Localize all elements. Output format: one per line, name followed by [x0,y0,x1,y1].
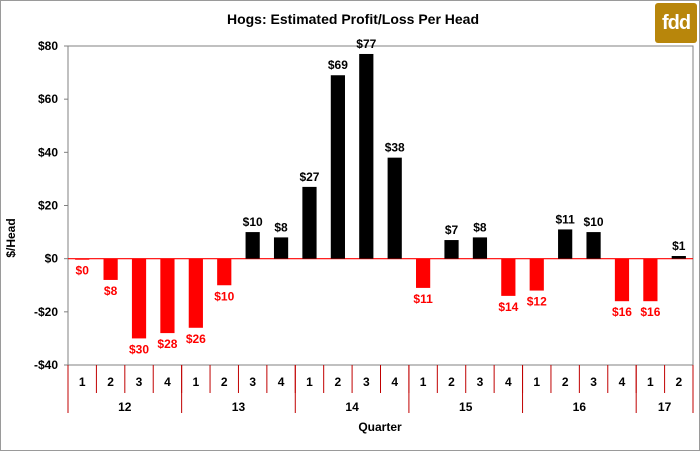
quarter-tick-label: 1 [647,375,654,389]
bar [273,237,289,259]
quarter-tick-label: 1 [79,375,86,389]
bar [75,258,90,260]
quarter-tick-label: 3 [363,375,370,389]
bar [558,229,573,259]
data-label: $26 [186,332,206,346]
data-label: $8 [473,220,487,234]
fdd-logo-text: fdd [661,11,691,34]
bar [131,258,147,339]
data-label: $1 [672,239,686,253]
data-label: $11 [555,212,575,226]
x-axis-title: Quarter [358,420,402,434]
data-label: $10 [214,289,234,303]
quarter-tick-label: 2 [335,375,342,389]
year-tick-label: 13 [232,400,246,414]
quarter-tick-label: 2 [107,375,114,389]
year-tick-label: 12 [118,400,132,414]
y-tick-label: $60 [38,92,58,106]
bars [75,53,686,339]
data-label: $30 [129,342,149,356]
data-label: $77 [356,37,376,51]
quarter-tick-label: 1 [420,375,427,389]
bar [529,258,544,291]
quarter-tick-label: 2 [562,375,569,389]
data-label: $27 [299,170,319,184]
quarter-tick-label: 4 [278,375,285,389]
year-tick-label: 15 [459,400,473,414]
bar [188,258,203,328]
data-label: $8 [104,284,118,298]
quarter-tick-label: 4 [164,375,171,389]
y-tick-label: -$40 [34,358,58,372]
data-label: $16 [640,305,660,319]
quarter-tick-label: 1 [306,375,313,389]
bar [359,53,374,259]
y-tick-label: $80 [38,39,58,53]
y-tick-label: $20 [38,199,58,213]
data-label: $14 [498,300,518,314]
y-tick-label: $40 [38,145,58,159]
bar [586,232,601,259]
bar [103,258,118,280]
data-label: $7 [445,223,459,237]
quarter-tick-label: 2 [675,375,682,389]
bar [160,258,175,334]
quarter-tick-label: 3 [136,375,143,389]
fdd-logo: fdd [655,3,697,43]
data-label: $16 [612,305,632,319]
bar [416,258,431,288]
chart-title: Hogs: Estimated Profit/Loss Per Head [227,11,479,27]
y-tick-label: -$20 [34,305,58,319]
data-label: $38 [385,141,405,155]
data-label: $10 [243,215,263,229]
bar [387,157,402,259]
bar [245,232,260,259]
bar [501,258,516,296]
data-label: $10 [584,215,604,229]
y-tick-label: $0 [45,252,59,266]
quarter-tick-label: 4 [505,375,512,389]
year-tick-label: 14 [345,400,359,414]
bar [472,237,488,259]
quarter-tick-label: 4 [391,375,398,389]
bar [643,258,658,302]
data-label: $28 [157,337,177,351]
quarter-tick-label: 2 [221,375,228,389]
data-label: $0 [76,264,90,278]
bar [330,75,345,259]
bar [217,258,232,286]
y-axis-title: $/Head [4,218,18,257]
quarter-tick-label: 4 [619,375,626,389]
quarter-tick-label: 3 [590,375,597,389]
quarter-tick-label: 1 [533,375,540,389]
bar [444,240,459,259]
quarter-tick-label: 1 [192,375,199,389]
data-label: $8 [274,220,288,234]
data-label: $12 [527,295,547,309]
quarter-tick-label: 3 [249,375,256,389]
data-label: $69 [328,58,348,72]
year-tick-label: 17 [658,400,672,414]
data-label: $11 [413,292,433,306]
bar [671,256,686,259]
data-labels: $0 $8 $30 $28 $26 $10 $10 $8 $27 $69 $77 $38 $11 $7 $8… [76,37,686,356]
year-tick-label: 16 [573,400,587,414]
bar [614,258,630,302]
quarter-tick-label: 2 [448,375,455,389]
quarter-tick-label: 3 [477,375,484,389]
bar [302,186,317,259]
